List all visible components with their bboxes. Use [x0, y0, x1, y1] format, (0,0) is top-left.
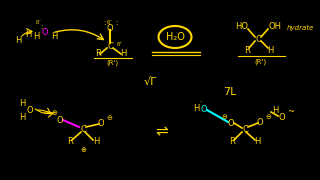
Text: R: R — [95, 48, 101, 57]
Text: C: C — [255, 35, 261, 44]
Text: C: C — [80, 125, 86, 134]
Text: O: O — [228, 118, 234, 127]
Text: H₂O: H₂O — [165, 32, 184, 42]
Text: ⊖: ⊖ — [106, 115, 112, 121]
Text: H: H — [33, 31, 39, 40]
Text: (R'): (R') — [106, 60, 118, 66]
Text: ⊖: ⊖ — [221, 114, 227, 120]
Text: √Γ: √Γ — [143, 77, 157, 87]
Text: H: H — [193, 103, 199, 112]
Text: O: O — [279, 112, 285, 122]
Text: H: H — [254, 138, 260, 147]
Text: H: H — [93, 138, 99, 147]
Text: O: O — [57, 116, 63, 125]
Text: OH: OH — [268, 21, 282, 30]
Text: O: O — [98, 118, 104, 127]
Text: C: C — [107, 42, 113, 51]
Text: :: : — [40, 24, 42, 30]
Text: O: O — [201, 105, 207, 114]
Text: H: H — [120, 48, 126, 57]
Text: H: H — [19, 98, 25, 107]
Text: HO: HO — [236, 21, 249, 30]
Text: O: O — [107, 24, 113, 33]
Text: ⊖: ⊖ — [265, 114, 271, 120]
Text: ⊕: ⊕ — [80, 147, 86, 153]
Text: δ⁻: δ⁻ — [36, 19, 42, 24]
Text: ⇌: ⇌ — [156, 125, 168, 140]
Text: H: H — [272, 105, 278, 114]
Text: H: H — [267, 46, 273, 55]
Text: H: H — [19, 112, 25, 122]
Text: δ⁺: δ⁺ — [117, 42, 123, 46]
Text: R: R — [244, 46, 250, 55]
Text: R: R — [67, 138, 73, 147]
Text: ⊕: ⊕ — [51, 110, 57, 116]
Text: ~: ~ — [287, 107, 294, 116]
Text: hydrate: hydrate — [286, 25, 314, 31]
Text: 7L: 7L — [223, 87, 237, 97]
Text: O: O — [42, 28, 48, 37]
Text: H: H — [15, 35, 21, 44]
Text: H: H — [25, 30, 31, 39]
Text: δ⁻: δ⁻ — [107, 19, 113, 24]
Text: (R'): (R') — [254, 59, 266, 65]
Text: O: O — [257, 118, 263, 127]
Text: O: O — [27, 105, 33, 114]
Text: C: C — [242, 125, 248, 134]
Text: ·: · — [199, 98, 201, 107]
Text: :: : — [103, 20, 105, 26]
Text: :: : — [115, 20, 117, 26]
Text: R: R — [229, 138, 235, 147]
Text: H: H — [51, 31, 57, 40]
